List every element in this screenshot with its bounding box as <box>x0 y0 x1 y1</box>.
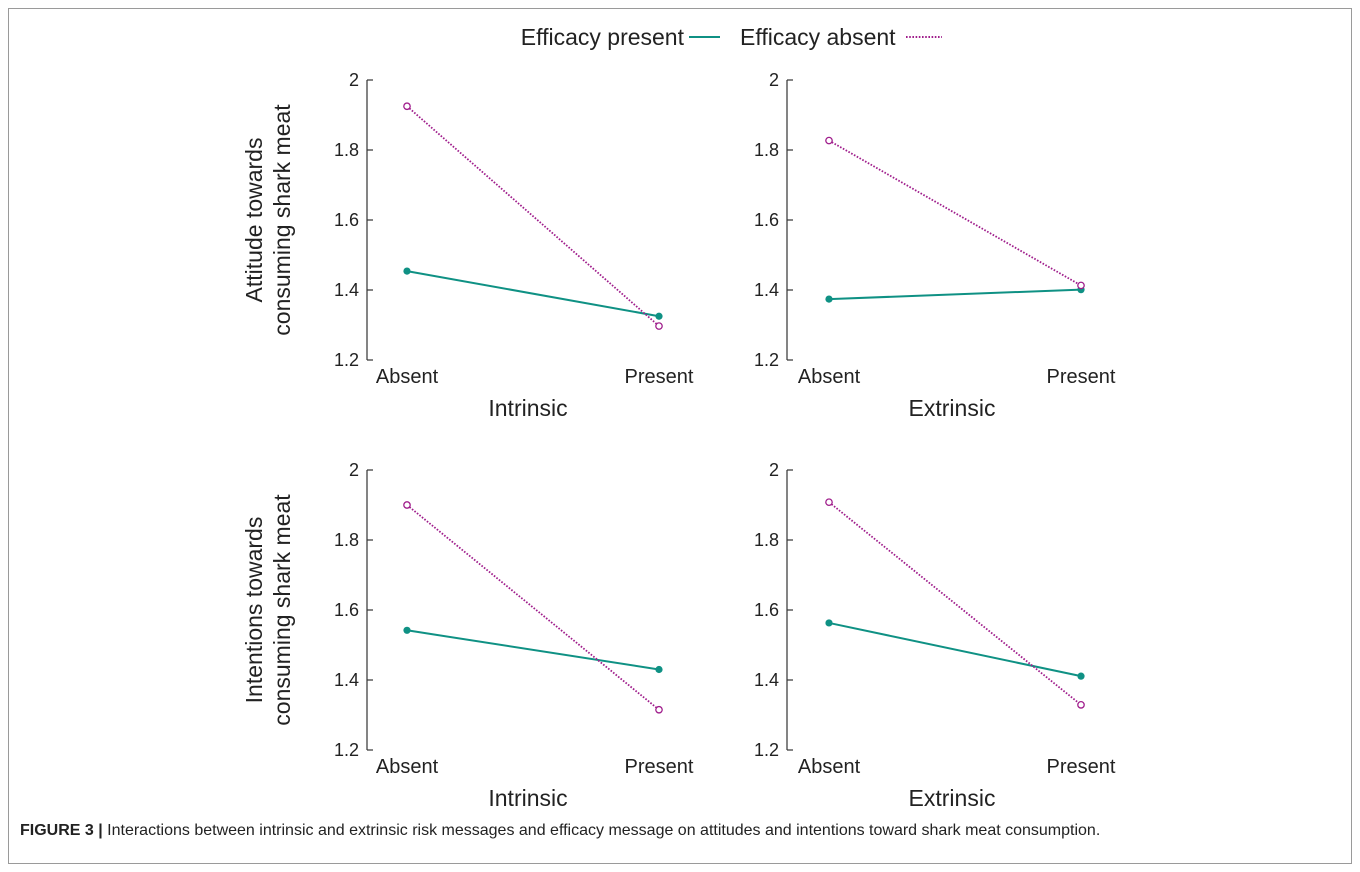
data-point <box>403 626 411 634</box>
y-axis-label: Attitude towardsconsuming shark meat <box>241 104 295 336</box>
series-efficacy-absent <box>403 102 663 330</box>
y-tick-label: 1.2 <box>334 740 359 760</box>
series-efficacy-absent <box>403 501 663 714</box>
x-axis-label: Extrinsic <box>909 395 996 421</box>
data-point <box>655 322 663 330</box>
series-line <box>406 629 660 671</box>
data-point <box>1077 281 1085 290</box>
y-tick-label: 1.4 <box>334 670 359 690</box>
x-tick-label: Absent <box>376 366 439 388</box>
y-tick-label: 1.6 <box>754 210 779 230</box>
series-line <box>406 504 660 711</box>
panel-3: 1.2 1.4 1.6 1.8 2 Absent Present Intrinsic Inten… <box>241 460 694 811</box>
y-tick-label: 2 <box>769 70 779 90</box>
panel-1: 1.2 1.4 1.6 1.8 2 Absent Present Intrinsic Attit… <box>241 70 694 421</box>
y-tick-label: 2 <box>349 460 359 480</box>
y-tick-label: 2 <box>769 460 779 480</box>
series-line <box>406 270 660 318</box>
panel-2: 1.2 1.4 1.6 1.8 2 Absent Present Extrinsic <box>754 70 1116 421</box>
x-tick-label: Present <box>625 756 694 778</box>
x-axis-label: Intrinsic <box>488 395 567 421</box>
legend-label-efficacy-present: Efficacy present <box>521 24 685 50</box>
series-efficacy-present <box>403 267 663 320</box>
series-line <box>828 621 1082 678</box>
y-tick-label: 1.6 <box>334 210 359 230</box>
series-line <box>828 288 1082 301</box>
y-tick-label: 2 <box>349 70 359 90</box>
x-tick-label: Present <box>1047 756 1116 778</box>
legend: Efficacy present Efficacy absent <box>521 24 942 50</box>
y-tick-label: 1.4 <box>754 670 779 690</box>
panel-4: 1.2 1.4 1.6 1.8 2 Absent Present Extrinsic <box>754 460 1116 811</box>
data-point <box>1077 700 1085 709</box>
y-tick-label: 1.6 <box>754 600 779 620</box>
y-axis-label-line: consuming shark meat <box>269 494 295 726</box>
y-tick-label: 1.6 <box>334 600 359 620</box>
data-point <box>403 501 411 509</box>
y-tick-label: 1.2 <box>334 350 359 370</box>
series-efficacy-absent <box>825 498 1085 709</box>
data-point <box>825 136 833 145</box>
data-point <box>403 267 411 275</box>
series-efficacy-present <box>825 619 1085 680</box>
y-tick-label: 1.8 <box>334 530 359 550</box>
data-point <box>825 295 833 303</box>
caption-text: Interactions between intrinsic and extri… <box>102 822 1101 839</box>
x-axis-label: Intrinsic <box>488 785 567 811</box>
legend-label-efficacy-absent: Efficacy absent <box>740 24 896 50</box>
y-axis-label-line: Intentions towards <box>241 517 267 704</box>
series-efficacy-present <box>403 626 663 674</box>
y-tick-label: 1.8 <box>754 530 779 550</box>
data-point <box>403 102 411 111</box>
series-line <box>406 105 660 327</box>
data-point <box>825 498 833 507</box>
series-efficacy-present <box>825 286 1085 303</box>
series-line <box>828 501 1082 706</box>
y-tick-label: 1.8 <box>334 140 359 160</box>
data-point <box>655 312 663 320</box>
data-point <box>1077 672 1085 680</box>
x-tick-label: Absent <box>798 756 861 778</box>
y-tick-label: 1.8 <box>754 140 779 160</box>
x-tick-label: Absent <box>798 366 861 388</box>
y-tick-label: 1.2 <box>754 350 779 370</box>
x-axis-label: Extrinsic <box>909 785 996 811</box>
figure-caption: FIGURE 3 | Interactions between intrinsi… <box>20 822 1340 840</box>
y-tick-label: 1.4 <box>754 280 779 300</box>
y-axis-label-line: consuming shark meat <box>269 104 295 336</box>
data-point <box>655 705 663 714</box>
data-point <box>825 619 833 627</box>
x-tick-label: Present <box>1047 366 1116 388</box>
caption-label: FIGURE 3 | <box>20 822 103 839</box>
y-axis-label: Intentions towardsconsuming shark meat <box>241 494 295 726</box>
x-tick-label: Present <box>625 366 694 388</box>
y-tick-label: 1.4 <box>334 280 359 300</box>
y-tick-label: 1.2 <box>754 740 779 760</box>
x-tick-label: Absent <box>376 756 439 778</box>
data-point <box>655 665 663 674</box>
y-axis-label-line: Attitude towards <box>241 138 267 303</box>
series-efficacy-absent <box>825 136 1085 290</box>
figure-frame <box>8 8 1352 864</box>
series-line <box>828 139 1082 287</box>
